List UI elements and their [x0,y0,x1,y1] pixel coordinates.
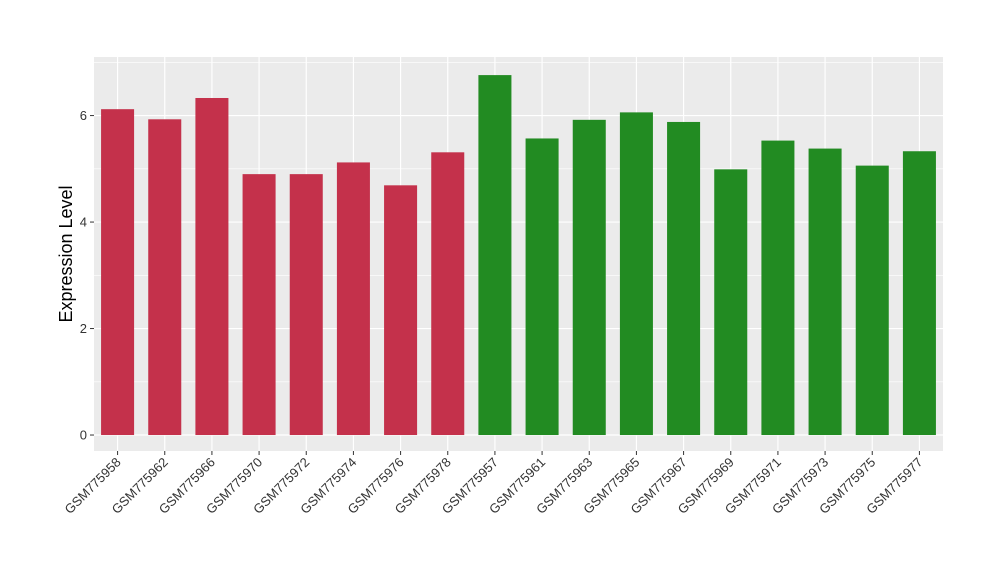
bar-GSM775973 [808,148,842,436]
bar-GSM775966 [195,97,229,436]
bar-GSM775970 [242,174,276,436]
bar-GSM775958 [101,109,135,436]
bar-GSM775975 [855,165,889,436]
bar-GSM775961 [525,138,559,436]
x-axis: GSM775958GSM775962GSM775966GSM775970GSM7… [61,451,926,517]
bar-GSM775977 [902,151,936,436]
bars [101,75,936,436]
bar-GSM775972 [289,174,323,436]
y-axis-title: Expression Level [56,185,76,322]
y-tick-label: 6 [80,108,87,123]
y-axis: 0 2 4 6 [80,108,94,443]
bar-GSM775978 [431,152,465,436]
y-tick-label: 4 [80,215,87,230]
bar-GSM775963 [572,119,606,436]
bar-GSM775967 [667,121,701,436]
bar-GSM775962 [148,119,182,436]
bar-GSM775974 [336,162,370,436]
y-tick-label: 2 [80,321,87,336]
plot-panel [94,57,943,451]
bar-GSM775969 [714,169,748,436]
bar-GSM775957 [478,75,512,436]
bar-GSM775976 [384,185,418,436]
bar-GSM775971 [761,140,795,436]
bar-GSM775965 [619,112,653,436]
minor-gridlines [94,62,943,383]
y-tick-label: 0 [80,428,87,443]
